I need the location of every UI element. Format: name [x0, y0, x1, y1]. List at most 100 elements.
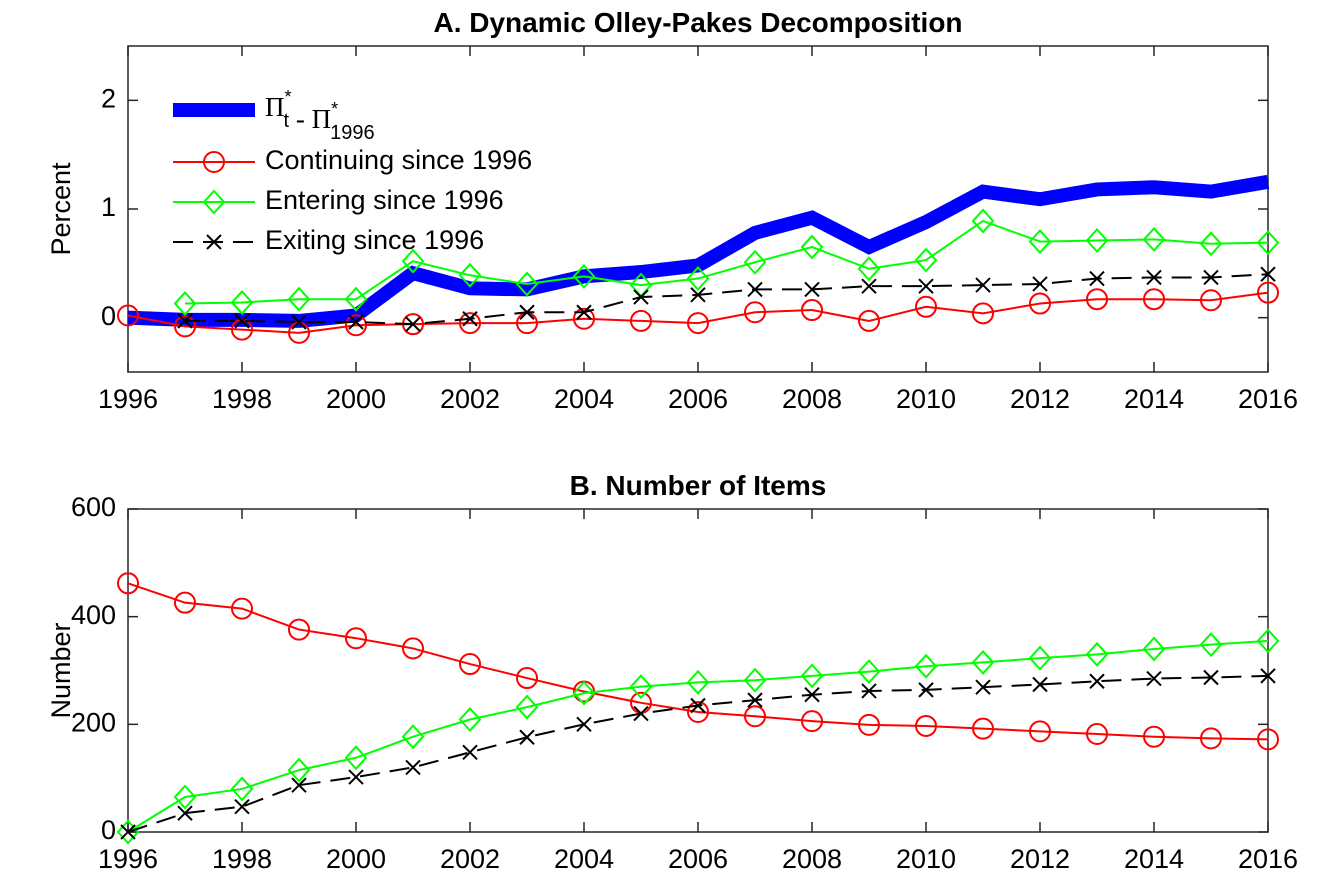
- marker: [206, 234, 222, 250]
- marker: [234, 313, 250, 329]
- marker: [1200, 727, 1222, 750]
- marker: [515, 271, 539, 297]
- axes-box: [127, 508, 1269, 833]
- x-tick-label: 2014: [1124, 844, 1184, 874]
- marker: [291, 777, 307, 793]
- marker: [458, 707, 482, 732]
- marker: [972, 717, 994, 740]
- marker: [231, 597, 253, 620]
- y-tick-label: 0: [101, 301, 116, 331]
- x-tick-label: 2008: [782, 844, 842, 874]
- marker: [572, 680, 596, 706]
- marker: [230, 776, 254, 802]
- marker: [690, 697, 706, 714]
- subplot: 1996 1998 2000 2002 2004 2006 2008 2010 2012 2014…: [46, 7, 1298, 414]
- marker: [288, 618, 310, 641]
- marker: [1086, 723, 1108, 746]
- marker: [1028, 229, 1052, 255]
- marker: [1199, 231, 1223, 257]
- marker: [459, 312, 481, 335]
- marker: [1199, 632, 1223, 658]
- marker: [516, 667, 538, 690]
- subplot: 1996 1998 2000 2002 2004 2006 2008 2010 2012 2014…: [46, 470, 1298, 874]
- marker: [234, 798, 250, 815]
- marker: [519, 729, 535, 745]
- marker: [344, 286, 368, 312]
- legend-label: Π* t - Π* 1996: [265, 87, 375, 145]
- marker: [915, 714, 937, 737]
- y-axis-label: Percent: [46, 162, 76, 256]
- x-tick-label: 2000: [326, 384, 386, 414]
- marker: [230, 289, 254, 315]
- marker: [686, 266, 710, 292]
- marker: [630, 309, 652, 332]
- marker: [576, 716, 592, 733]
- marker: [857, 659, 881, 685]
- marker: [633, 289, 649, 305]
- marker: [174, 315, 196, 338]
- marker: [629, 674, 653, 700]
- axes-box: [127, 45, 1269, 373]
- marker: [1032, 676, 1048, 693]
- series-line: [127, 291, 1269, 334]
- marker: [1260, 668, 1276, 684]
- x-tick-label: 2012: [1010, 844, 1070, 874]
- marker: [1089, 270, 1105, 287]
- marker: [291, 314, 307, 330]
- marker: [402, 637, 424, 660]
- marker: [177, 313, 193, 329]
- marker: [173, 784, 197, 810]
- marker: [203, 151, 225, 173]
- x-tick-label: 2010: [896, 384, 956, 414]
- marker: [975, 277, 991, 293]
- marker: [173, 291, 197, 317]
- marker: [1203, 669, 1219, 686]
- marker: [690, 287, 706, 303]
- x-tick-label: 2004: [554, 384, 614, 414]
- marker: [345, 627, 367, 650]
- marker: [975, 679, 991, 695]
- x-tick-label: 2002: [440, 384, 500, 414]
- marker: [1142, 226, 1166, 252]
- marker: [914, 653, 938, 679]
- marker: [971, 649, 995, 675]
- marker: [1089, 673, 1105, 689]
- marker: [858, 713, 880, 736]
- marker: [117, 304, 139, 327]
- y-tick-label: 2: [101, 83, 116, 113]
- marker: [801, 710, 823, 733]
- marker: [1085, 228, 1109, 253]
- x-tick-label: 2000: [326, 844, 386, 874]
- marker: [972, 302, 994, 325]
- marker: [177, 805, 193, 821]
- y-tick-label: 1: [101, 192, 116, 222]
- marker: [1257, 281, 1279, 304]
- marker: [519, 304, 535, 320]
- marker: [1032, 276, 1048, 292]
- x-tick-label: 2008: [782, 384, 842, 414]
- marker: [1203, 269, 1219, 286]
- marker: [1029, 292, 1051, 315]
- marker: [348, 769, 364, 785]
- marker: [747, 692, 763, 708]
- marker: [1142, 636, 1166, 662]
- y-tick-label: 0: [101, 815, 116, 845]
- marker: [971, 208, 995, 234]
- marker: [174, 591, 196, 614]
- x-tick-label: 2016: [1238, 844, 1298, 874]
- marker: [861, 278, 877, 294]
- y-tick-label: 400: [71, 600, 116, 630]
- marker: [287, 286, 311, 312]
- marker: [1143, 725, 1165, 748]
- marker: [458, 262, 482, 288]
- marker: [1146, 670, 1162, 687]
- marker: [405, 316, 421, 332]
- x-tick-label: 1996: [98, 844, 158, 874]
- marker: [918, 682, 934, 698]
- x-tick-label: 1998: [212, 384, 272, 414]
- marker: [515, 694, 539, 720]
- marker: [1256, 628, 1280, 654]
- series-line: [127, 582, 1269, 741]
- legend-label: Exiting since 1996: [265, 225, 484, 255]
